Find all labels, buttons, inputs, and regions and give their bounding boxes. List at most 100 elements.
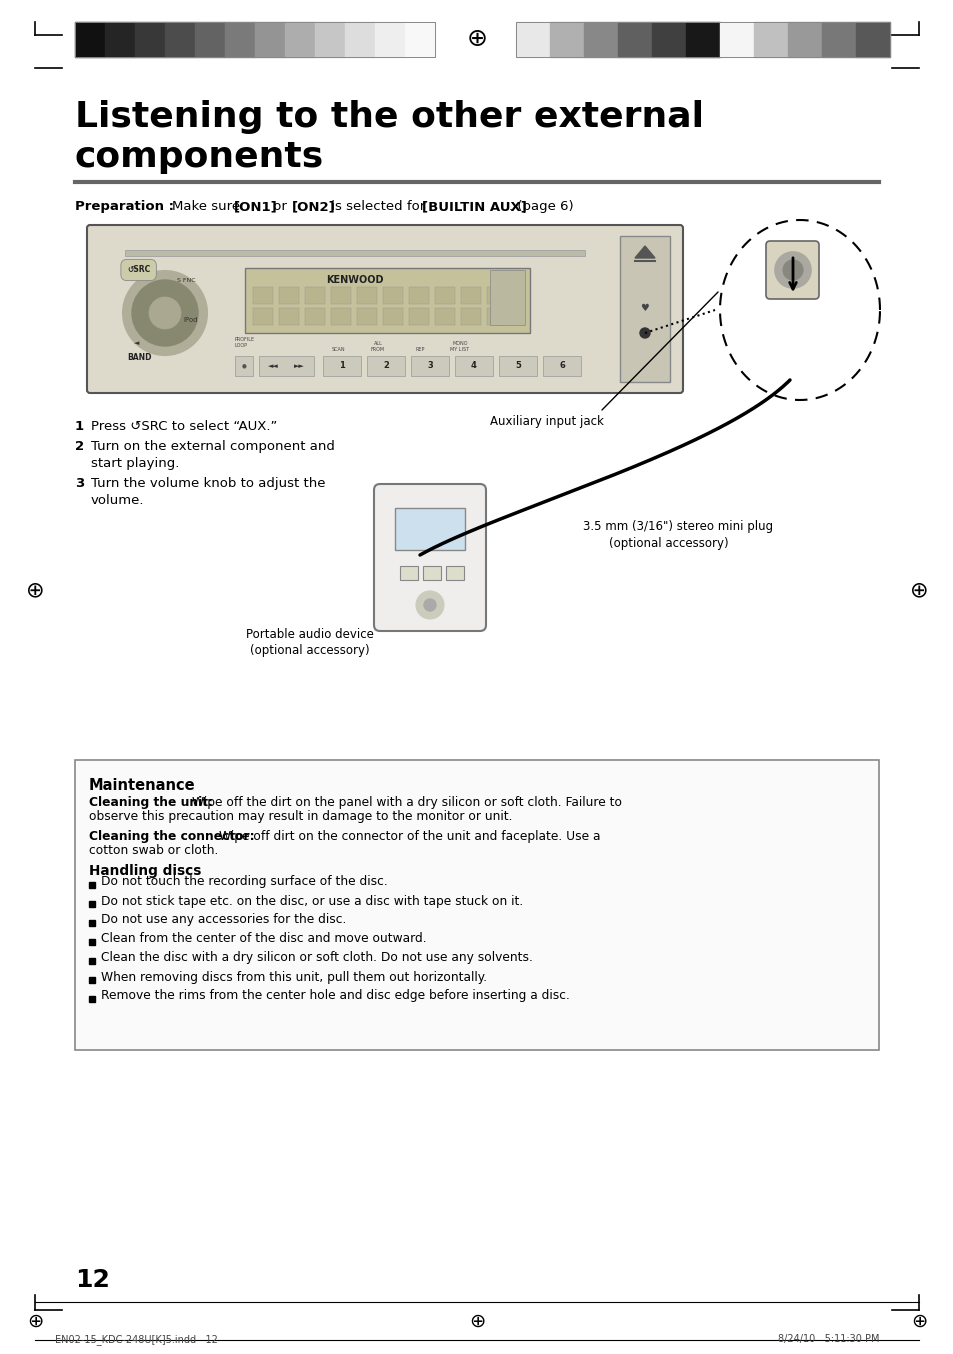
Text: MONO
MY LIST: MONO MY LIST bbox=[450, 341, 469, 352]
Text: ►►: ►► bbox=[294, 363, 304, 370]
Bar bbox=[89, 997, 95, 1002]
Text: ↺SRC: ↺SRC bbox=[127, 265, 150, 275]
FancyBboxPatch shape bbox=[374, 483, 485, 631]
Text: components: components bbox=[75, 139, 324, 175]
Text: REP: REP bbox=[415, 347, 424, 352]
Bar bbox=[486, 287, 506, 305]
Text: Make sure: Make sure bbox=[172, 200, 244, 213]
Bar bbox=[618, 22, 651, 57]
Polygon shape bbox=[635, 246, 655, 259]
Text: ⊕: ⊕ bbox=[468, 1312, 485, 1331]
Text: Listening to the other external: Listening to the other external bbox=[75, 100, 703, 134]
Text: ⊕: ⊕ bbox=[909, 580, 927, 600]
Bar bbox=[331, 307, 351, 325]
Text: 4: 4 bbox=[471, 362, 476, 371]
Bar bbox=[331, 287, 351, 305]
Text: 5: 5 bbox=[515, 362, 520, 371]
Circle shape bbox=[132, 280, 198, 347]
Text: start playing.: start playing. bbox=[91, 458, 179, 470]
Bar bbox=[720, 22, 753, 57]
Text: observe this precaution may result in damage to the monitor or unit.: observe this precaution may result in da… bbox=[89, 810, 512, 823]
Text: ◄◄: ◄◄ bbox=[268, 363, 278, 370]
Bar bbox=[75, 760, 878, 1049]
Bar bbox=[258, 356, 314, 376]
Text: Clean from the center of the disc and move outward.: Clean from the center of the disc and mo… bbox=[101, 933, 426, 945]
Text: Do not touch the recording surface of the disc.: Do not touch the recording surface of th… bbox=[101, 876, 387, 888]
Bar bbox=[75, 22, 105, 57]
Circle shape bbox=[123, 271, 207, 355]
Circle shape bbox=[639, 328, 649, 338]
Text: is selected for: is selected for bbox=[327, 200, 429, 213]
Bar bbox=[550, 22, 583, 57]
Bar bbox=[619, 236, 669, 382]
Text: Cleaning the connector:: Cleaning the connector: bbox=[89, 830, 254, 844]
Text: Wipe off the dirt on the panel with a dry silicon or soft cloth. Failure to: Wipe off the dirt on the panel with a dr… bbox=[192, 796, 621, 808]
Text: KENWOOD: KENWOOD bbox=[326, 275, 383, 284]
Circle shape bbox=[423, 598, 436, 611]
Bar bbox=[105, 22, 135, 57]
Circle shape bbox=[416, 590, 443, 619]
Text: Portable audio device: Portable audio device bbox=[246, 628, 374, 640]
Circle shape bbox=[782, 260, 802, 280]
Bar bbox=[89, 900, 95, 907]
Text: 8/24/10   5:11:30 PM: 8/24/10 5:11:30 PM bbox=[778, 1334, 879, 1345]
Text: 2: 2 bbox=[383, 362, 389, 371]
Bar bbox=[409, 307, 429, 325]
Text: (optional accessory): (optional accessory) bbox=[250, 645, 370, 657]
Text: When removing discs from this unit, pull them out horizontally.: When removing discs from this unit, pull… bbox=[101, 971, 487, 983]
Bar bbox=[89, 881, 95, 888]
Bar bbox=[278, 287, 298, 305]
Text: ⊕: ⊕ bbox=[466, 27, 487, 51]
Bar bbox=[411, 356, 449, 376]
Text: ⊕: ⊕ bbox=[910, 1312, 926, 1331]
Text: ALL
FROM: ALL FROM bbox=[371, 341, 385, 352]
Text: 3.5 mm (3/16") stereo mini plug: 3.5 mm (3/16") stereo mini plug bbox=[582, 520, 772, 533]
Text: [BUILTIN AUX]: [BUILTIN AUX] bbox=[421, 200, 526, 213]
Bar bbox=[135, 22, 165, 57]
Text: ●: ● bbox=[241, 363, 246, 368]
Bar bbox=[498, 356, 537, 376]
Bar bbox=[356, 307, 376, 325]
Bar bbox=[460, 307, 480, 325]
Bar bbox=[685, 22, 720, 57]
Text: or: or bbox=[269, 200, 291, 213]
Text: cotton swab or cloth.: cotton swab or cloth. bbox=[89, 844, 218, 857]
Bar bbox=[409, 287, 429, 305]
Text: Do not use any accessories for the disc.: Do not use any accessories for the disc. bbox=[101, 914, 346, 926]
Text: PROFILE
LOOP: PROFILE LOOP bbox=[234, 337, 254, 348]
Bar bbox=[375, 22, 405, 57]
Bar bbox=[194, 22, 225, 57]
Text: SCAN: SCAN bbox=[331, 347, 344, 352]
Bar bbox=[305, 287, 325, 305]
Circle shape bbox=[774, 252, 810, 288]
Text: Do not stick tape etc. on the disc, or use a disc with tape stuck on it.: Do not stick tape etc. on the disc, or u… bbox=[101, 895, 522, 907]
Text: [ON2]: [ON2] bbox=[292, 200, 335, 213]
Text: Preparation :: Preparation : bbox=[75, 200, 173, 213]
Text: ♥: ♥ bbox=[640, 303, 649, 313]
Text: Remove the rims from the center hole and disc edge before inserting a disc.: Remove the rims from the center hole and… bbox=[101, 990, 569, 1002]
Bar bbox=[125, 250, 584, 256]
Text: Wipe off dirt on the connector of the unit and faceplate. Use a: Wipe off dirt on the connector of the un… bbox=[219, 830, 599, 844]
Text: ⊕: ⊕ bbox=[26, 580, 44, 600]
Bar bbox=[422, 566, 440, 580]
Bar bbox=[356, 287, 376, 305]
Bar bbox=[855, 22, 889, 57]
Bar bbox=[285, 22, 314, 57]
Text: 3: 3 bbox=[427, 362, 433, 371]
Bar bbox=[253, 307, 273, 325]
Text: ◄: ◄ bbox=[134, 340, 139, 347]
Bar bbox=[753, 22, 787, 57]
Bar bbox=[583, 22, 618, 57]
Bar bbox=[254, 22, 285, 57]
Bar bbox=[399, 566, 417, 580]
Text: 3: 3 bbox=[75, 477, 84, 490]
Bar bbox=[75, 22, 435, 57]
Bar bbox=[345, 22, 375, 57]
Bar bbox=[405, 22, 435, 57]
Bar bbox=[455, 356, 493, 376]
Bar bbox=[446, 566, 463, 580]
Bar bbox=[225, 22, 254, 57]
Text: Handling discs: Handling discs bbox=[89, 864, 201, 877]
Text: BAND: BAND bbox=[127, 353, 152, 363]
Text: 1: 1 bbox=[338, 362, 345, 371]
